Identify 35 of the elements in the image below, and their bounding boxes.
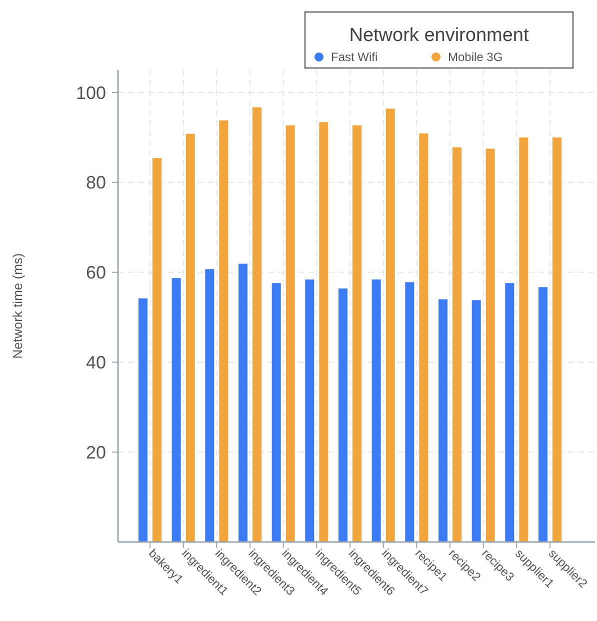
bar — [472, 300, 481, 542]
bar — [552, 137, 562, 542]
bar — [352, 125, 362, 542]
y-tick-label: 60 — [86, 262, 106, 283]
bar — [452, 147, 462, 542]
bar — [252, 107, 262, 542]
y-tick-label: 40 — [86, 352, 106, 372]
y-tick-label: 20 — [86, 442, 106, 462]
bar — [519, 137, 528, 542]
y-axis-title: Network time (ms) — [10, 253, 25, 359]
y-tick-label: 100 — [76, 82, 106, 103]
bar — [152, 158, 162, 542]
bar — [219, 120, 228, 542]
bar — [205, 269, 214, 542]
bar — [186, 134, 195, 542]
bar — [138, 298, 148, 542]
bar — [338, 288, 348, 542]
bar — [386, 108, 395, 542]
bar — [272, 283, 281, 542]
legend-title: Network environment — [349, 25, 530, 46]
bar — [538, 287, 548, 542]
legend-label: Mobile 3G — [448, 50, 503, 64]
legend-label: Fast Wifi — [331, 50, 378, 64]
y-tick-label: 80 — [86, 172, 106, 193]
bar — [372, 279, 381, 542]
bar — [319, 122, 328, 542]
bar — [305, 279, 314, 542]
bar — [419, 133, 428, 542]
bar — [505, 283, 514, 542]
bar — [238, 264, 248, 542]
bar — [286, 125, 295, 542]
bar — [486, 148, 495, 542]
bar — [172, 278, 181, 542]
bar — [438, 299, 448, 542]
bar — [405, 282, 414, 542]
